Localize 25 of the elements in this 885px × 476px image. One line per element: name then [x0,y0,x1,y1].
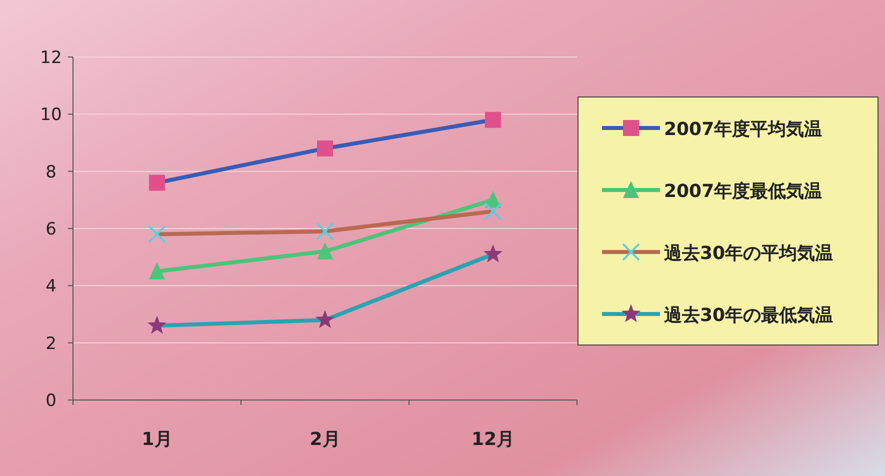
y-tick-label: 10 [40,105,62,126]
legend-label: 2007年度平均気温 [664,119,822,140]
point [315,310,335,328]
x-tick-label: 2月 [310,429,340,450]
point [317,140,333,156]
x-tick-label: 1月 [142,429,172,450]
point [149,262,165,280]
point [147,316,167,334]
point [484,202,502,220]
y-tick-label: 8 [46,162,56,182]
point [317,242,333,260]
legend-label: 過去30年の平均気温 [663,243,834,264]
point [148,225,166,244]
point [483,244,503,262]
legend-label: 2007年度最低気温 [664,181,822,202]
legend-label: 過去30年の最低気温 [663,305,834,326]
y-tick-label: 12 [40,48,62,68]
y-tick-label: 6 [46,220,56,240]
y-tick-label: 0 [46,391,56,411]
point [316,222,334,240]
x-tick-label: 12月 [471,429,515,450]
point [485,112,501,128]
point [149,174,165,191]
y-tick-label: 2 [46,334,56,354]
y-tick-label: 4 [46,276,56,297]
